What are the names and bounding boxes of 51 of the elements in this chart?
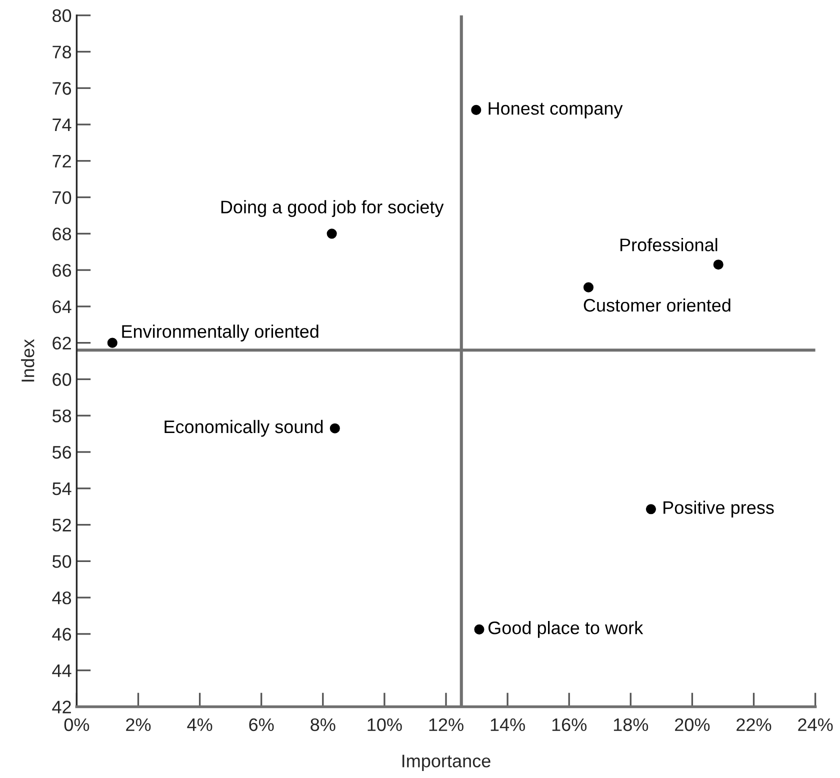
- x-tick-label: 4%: [187, 718, 212, 732]
- y-tick-label: 54: [52, 482, 72, 496]
- y-tick-label: 70: [52, 191, 72, 204]
- x-tick-label: 8%: [310, 718, 336, 732]
- point: [646, 504, 656, 514]
- data-label: Customer oriented: [584, 298, 730, 312]
- point: [471, 104, 482, 115]
- y-tick-label: 58: [52, 410, 72, 422]
- y-tick-label: 44: [52, 664, 72, 677]
- y-tick-label: 74: [52, 118, 72, 132]
- x-tick-label: 16%: [552, 718, 587, 732]
- data-label: Honest company: [488, 102, 623, 118]
- point: [107, 338, 118, 348]
- x-tick-label: 14%: [490, 718, 525, 732]
- y-tick-label: 72: [52, 154, 71, 168]
- y-tick-label: 48: [52, 592, 72, 604]
- y-tick-label: 52: [52, 518, 71, 532]
- point: [330, 423, 340, 434]
- point: [713, 260, 724, 270]
- x-tick-label: 22%: [736, 718, 772, 732]
- data-label: Economically sound: [164, 420, 323, 437]
- y-axis-title: Index: [21, 339, 34, 382]
- x-axis-title: Importance: [402, 754, 490, 771]
- y-tick-label: 42: [52, 700, 71, 714]
- x-tick-label: 6%: [249, 718, 274, 732]
- y-tick-label: 66: [52, 264, 72, 277]
- y-tick-label: 68: [52, 228, 72, 240]
- x-tick-label: 24%: [798, 718, 833, 732]
- y-tick-label: 80: [52, 9, 72, 22]
- point: [583, 282, 594, 292]
- data-label: Good place to work: [488, 620, 644, 638]
- x-tick-label: 18%: [614, 718, 648, 732]
- y-tick-label: 56: [52, 446, 72, 459]
- y-tick-label: 60: [52, 373, 72, 386]
- x-tick-label: 20%: [675, 718, 710, 732]
- y-tick-label: 50: [52, 555, 72, 568]
- data-label: Doing a good job for society: [221, 200, 444, 217]
- y-tick-label: 64: [52, 300, 72, 314]
- x-tick-label: 0%: [64, 718, 90, 732]
- y-tick-label: 78: [52, 46, 72, 58]
- x-tick-label: 2%: [126, 718, 151, 732]
- y-tick-label: 76: [52, 82, 72, 95]
- point: [474, 624, 484, 634]
- data-label: Professional: [620, 238, 718, 252]
- y-tick-label: 46: [52, 628, 72, 641]
- data-label: Environmentally oriented: [122, 324, 318, 342]
- x-tick-label: 12%: [429, 718, 464, 732]
- x-tick-label: 10%: [368, 718, 402, 732]
- data-label: Positive press: [664, 500, 774, 518]
- point: [326, 228, 337, 239]
- y-tick-label: 62: [52, 336, 71, 350]
